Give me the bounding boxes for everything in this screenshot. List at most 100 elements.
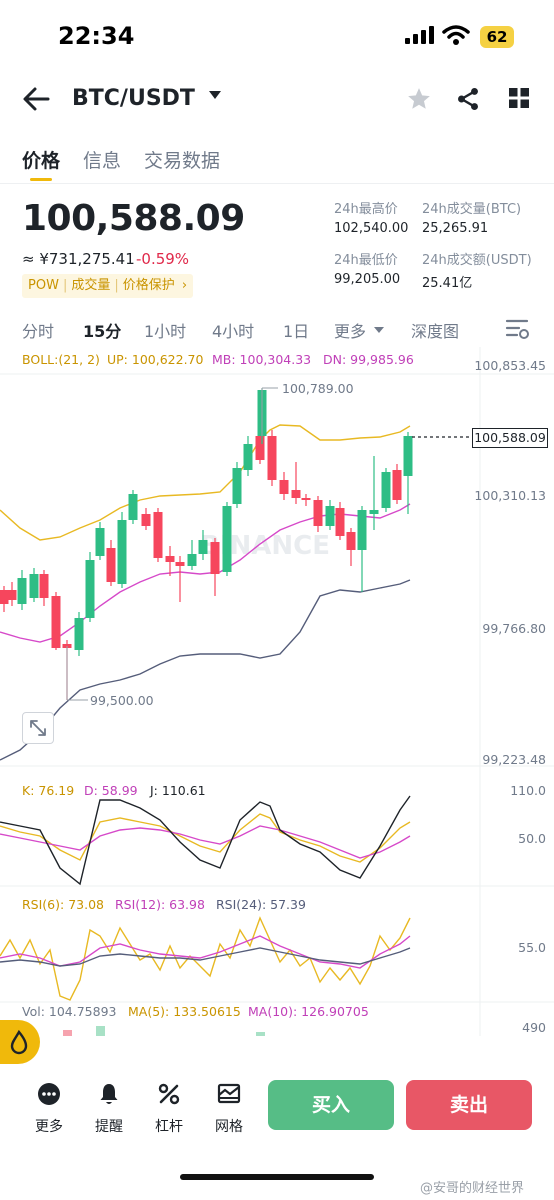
tag-pow[interactable]: POW — [28, 278, 59, 293]
interval-1h[interactable]: 1小时 — [144, 322, 187, 341]
boll-up-value: UP: 100,622.70 — [107, 352, 204, 367]
candle-body — [175, 562, 185, 566]
signal-icon — [405, 26, 434, 44]
candle-body — [369, 510, 379, 514]
grid-trading-button[interactable]: 网格 — [204, 1082, 254, 1136]
boll-mb-value: MB: 100,304.33 — [212, 352, 312, 367]
candle-body — [392, 470, 402, 500]
candle-body — [187, 554, 197, 566]
candle-body — [255, 436, 265, 460]
stat-vol-btc-label: 24h成交量(BTC) — [422, 202, 522, 217]
grid-bot-icon — [217, 1083, 241, 1104]
stat-high: 102,540.00 — [334, 221, 409, 236]
boll-dn-line — [0, 579, 411, 761]
candle-body — [279, 480, 289, 494]
leverage-button[interactable]: 杠杆 — [144, 1082, 194, 1136]
leverage-label: 杠杆 — [155, 1119, 183, 1135]
candle-body — [29, 574, 39, 598]
interval-1d[interactable]: 1日 — [283, 322, 310, 341]
more-caret-icon[interactable] — [373, 326, 385, 334]
tag-price-protection[interactable]: 价格保护 — [122, 278, 175, 293]
kline-chart[interactable]: BINANCE BOLL:(21, 2) UP: 100,622.70 MB: … — [0, 346, 554, 1036]
alert-label: 提醒 — [95, 1119, 123, 1135]
home-indicator — [180, 1174, 374, 1180]
candle-body — [301, 498, 311, 500]
candle-body — [381, 472, 391, 508]
more-dots-icon — [38, 1083, 60, 1105]
candle-body — [210, 542, 220, 574]
rsi24-value: RSI(24): 57.39 — [216, 897, 306, 912]
favorite-star-icon[interactable] — [406, 86, 432, 112]
axis-price-1: 100,853.45 — [474, 358, 546, 373]
chart-settings-icon[interactable] — [505, 317, 531, 341]
stat-low-label: 24h最低价 — [334, 253, 398, 268]
expand-chart-icon[interactable] — [22, 712, 54, 744]
interval-4h[interactable]: 4小时 — [212, 322, 255, 341]
boll-mb-line — [0, 503, 411, 643]
axis-price-4: 99,223.48 — [482, 752, 546, 767]
percent-icon — [158, 1083, 180, 1105]
grid-menu-icon[interactable] — [507, 86, 531, 110]
current-price-tag: 100,588.09 — [472, 428, 548, 448]
candle-body — [128, 494, 138, 520]
volume-bar — [63, 1030, 72, 1036]
caret-down-icon[interactable] — [208, 90, 222, 100]
axis-kdj-hi: 110.0 — [510, 783, 546, 798]
candle-body — [51, 596, 61, 648]
candle-body — [106, 548, 116, 582]
interval-depth[interactable]: 深度图 — [411, 322, 460, 341]
interval-timeline[interactable]: 分时 — [22, 322, 55, 341]
buy-button[interactable]: 买入 — [268, 1080, 394, 1130]
back-arrow-icon[interactable] — [22, 86, 50, 112]
axis-price-2: 100,310.13 — [474, 488, 546, 503]
candle-body — [95, 528, 105, 556]
wifi-icon — [442, 25, 470, 45]
candle-body — [267, 436, 277, 480]
candle-body — [357, 510, 367, 550]
tab-trading-data[interactable]: 交易数据 — [144, 150, 221, 172]
boll-up-line — [0, 424, 411, 541]
tab-info[interactable]: 信息 — [83, 150, 122, 172]
vol-value: Vol: 104.75893 — [22, 1004, 117, 1019]
floating-action-button[interactable] — [0, 1020, 40, 1064]
vol-ma5-value: MA(5): 133.50615 — [128, 1004, 241, 1019]
binance-watermark: BINANCE — [200, 531, 330, 561]
kdj-d-value: D: 58.99 — [84, 783, 138, 798]
stat-vol-usdt: 25.41亿 — [422, 276, 473, 291]
grid-trading-label: 网格 — [215, 1119, 243, 1135]
axis-price-3: 99,766.80 — [482, 621, 546, 636]
battery-indicator: 62 — [480, 26, 514, 48]
low-marker-label: 99,500.00 — [90, 693, 154, 708]
stat-vol-btc: 25,265.91 — [422, 221, 489, 236]
more-button[interactable]: 更多 — [24, 1082, 74, 1136]
axis-rsi-mid: 55.0 — [518, 940, 546, 955]
share-icon[interactable] — [455, 86, 481, 112]
candle-body — [0, 590, 9, 604]
axis-kdj-mid: 50.0 — [518, 831, 546, 846]
status-bar: 22:34 62 — [0, 0, 554, 70]
trading-pair-title[interactable]: BTC/USDT — [72, 86, 195, 111]
sell-button[interactable]: 卖出 — [406, 1080, 532, 1130]
app-header: BTC/USDT — [0, 76, 554, 122]
stat-vol-usdt-label: 24h成交额(USDT) — [422, 253, 532, 268]
status-time: 22:34 — [58, 22, 135, 50]
tag-volume[interactable]: 成交量 — [71, 278, 111, 293]
alert-button[interactable]: 提醒 — [84, 1082, 134, 1136]
candle-body — [335, 508, 345, 536]
interval-more[interactable]: 更多 — [334, 322, 367, 341]
candle-body — [17, 578, 27, 604]
kdj-j-line — [0, 795, 411, 886]
volume-bar — [256, 1032, 265, 1036]
axis-vol: 490 — [522, 1020, 546, 1035]
rsi6-value: RSI(6): 73.08 — [22, 897, 104, 912]
bell-icon — [100, 1084, 118, 1104]
price-change: -0.59% — [136, 250, 190, 268]
tab-price[interactable]: 价格 — [22, 150, 61, 172]
kdj-d-line — [0, 825, 411, 859]
rsi24-line — [0, 947, 411, 967]
candle-body — [165, 556, 175, 562]
interval-15m[interactable]: 15分 — [83, 322, 122, 341]
stat-high-label: 24h最高价 — [334, 202, 398, 217]
tag-row[interactable]: POW | 成交量 | 价格保护 › — [22, 274, 194, 298]
candle-body — [222, 506, 232, 572]
